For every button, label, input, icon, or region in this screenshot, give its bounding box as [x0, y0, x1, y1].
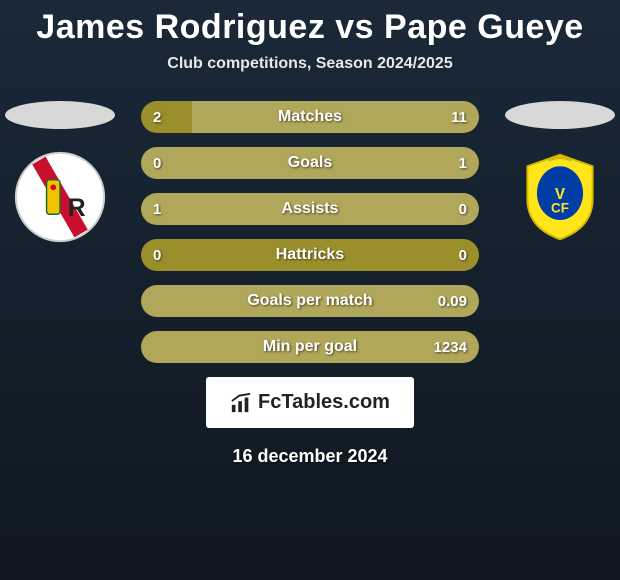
- brand-text: FcTables.com: [258, 391, 390, 414]
- stat-right-value: 1234: [434, 331, 467, 363]
- stat-bar: Hattricks0 0: [141, 239, 479, 271]
- stat-left-value: 1: [153, 193, 161, 225]
- stat-right-value: 11: [451, 101, 467, 133]
- chart-icon: [230, 392, 252, 414]
- date-text: 16 december 2024: [232, 446, 387, 467]
- left-team-column: R: [5, 101, 115, 245]
- stat-right-value: 1: [459, 147, 467, 179]
- stat-bar: Goals0 1: [141, 147, 479, 179]
- right-platform-ellipse: [505, 101, 615, 129]
- stat-left-value: 0: [153, 147, 161, 179]
- svg-text:CF: CF: [551, 200, 569, 215]
- stat-bar: Goals per match0.09: [141, 285, 479, 317]
- left-platform-ellipse: [5, 101, 115, 129]
- stat-label: Matches: [141, 101, 479, 133]
- svg-text:R: R: [68, 194, 86, 222]
- subtitle: Club competitions, Season 2024/2025: [167, 55, 452, 73]
- stat-bar: Assists1 0: [141, 193, 479, 225]
- page-title: James Rodriguez vs Pape Gueye: [36, 8, 583, 47]
- stats-area: R Matches211Goals01Assists10Hattricks00G…: [0, 101, 620, 363]
- stat-label: Min per goal: [141, 331, 479, 363]
- stat-label: Goals: [141, 147, 479, 179]
- right-team-column: V CF: [505, 101, 615, 245]
- stat-label: Hattricks: [141, 239, 479, 271]
- stat-right-value: 0: [459, 239, 467, 271]
- stats-bars: Matches211Goals01Assists10Hattricks00Goa…: [135, 101, 485, 363]
- left-team-crest-icon: R: [12, 149, 108, 245]
- stat-left-value: 0: [153, 239, 161, 271]
- footer: FcTables.com 16 december 2024: [206, 377, 414, 467]
- stat-right-value: 0: [459, 193, 467, 225]
- stat-label: Assists: [141, 193, 479, 225]
- stat-right-value: 0.09: [438, 285, 467, 317]
- stat-bar: Matches2 11: [141, 101, 479, 133]
- fctables-logo: FcTables.com: [206, 377, 414, 428]
- stat-left-value: 2: [153, 101, 161, 133]
- right-team-crest-icon: V CF: [512, 149, 608, 245]
- stat-bar: Min per goal1234: [141, 331, 479, 363]
- stat-label: Goals per match: [141, 285, 479, 317]
